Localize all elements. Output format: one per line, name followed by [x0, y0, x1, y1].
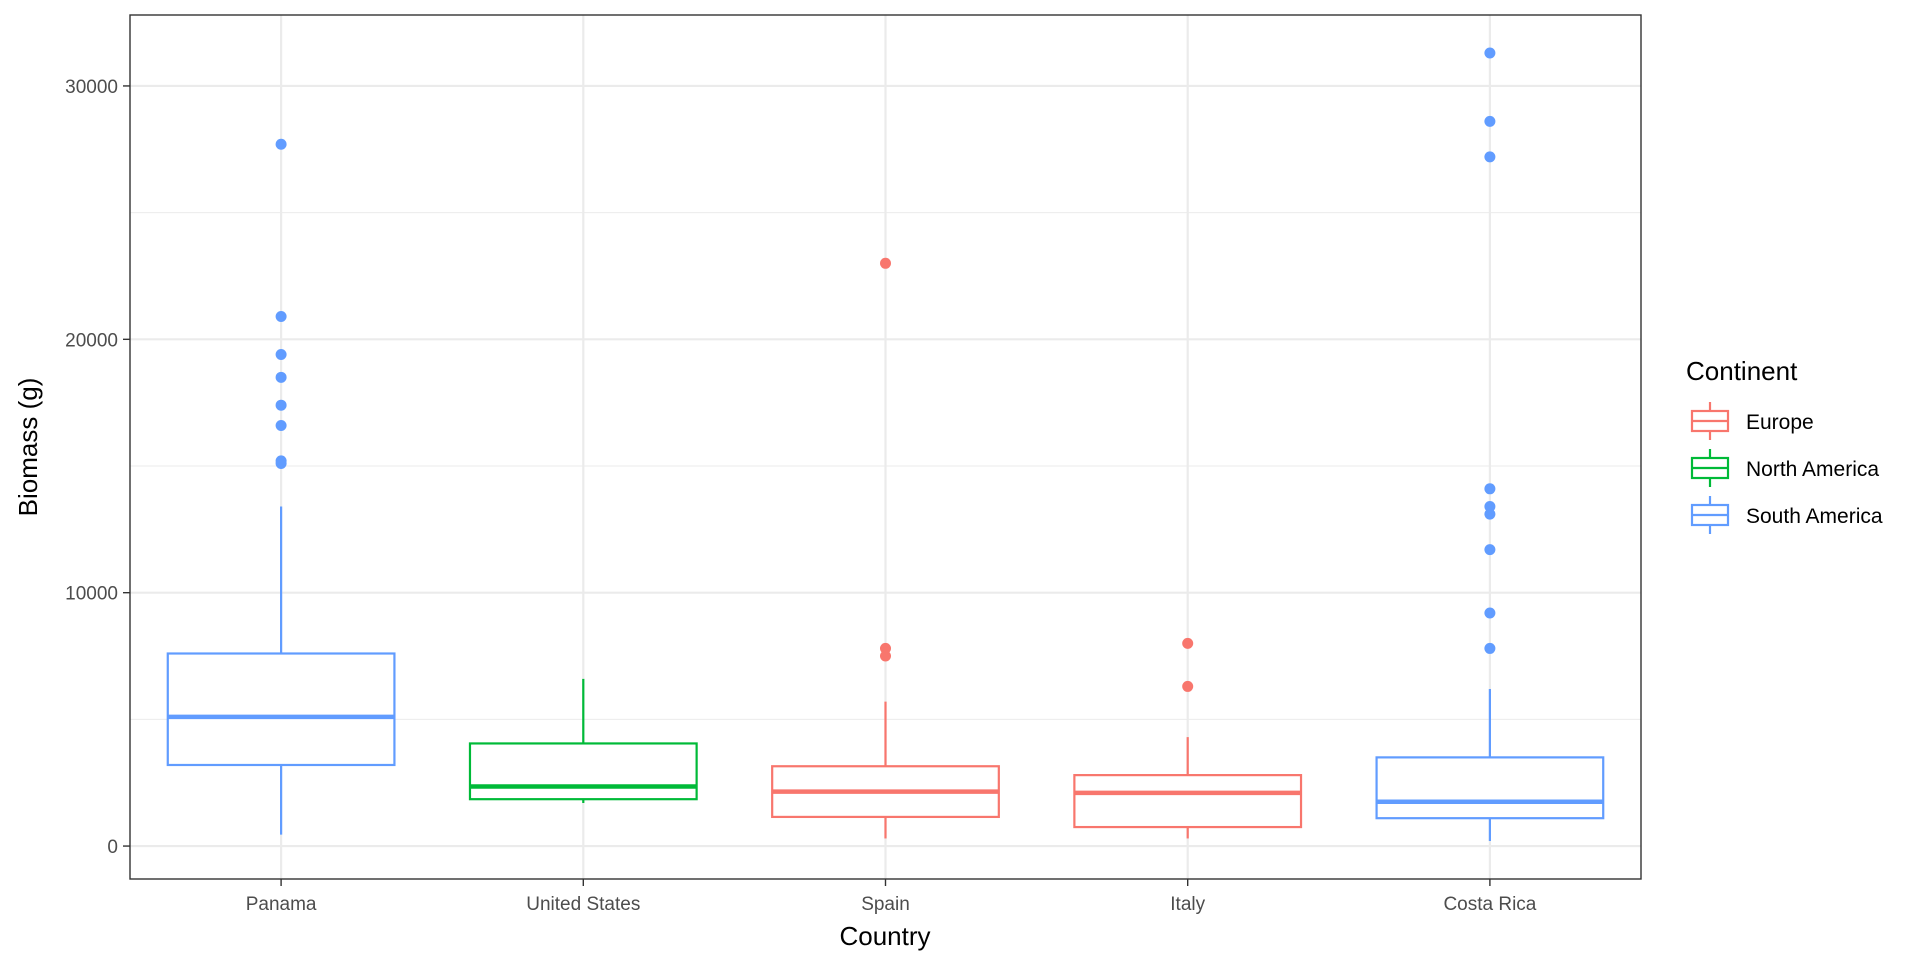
outlier-point [275, 419, 287, 431]
iqr-box [1073, 774, 1303, 829]
outlier-point [275, 399, 287, 411]
outlier-point [880, 650, 891, 662]
outlier-point [1484, 501, 1496, 513]
legend: Continent Europe North America South Ameri… [1686, 356, 1883, 534]
outlier-point [1484, 642, 1496, 654]
legend-item-europe: Europe [1690, 402, 1814, 440]
outlier-point [275, 455, 287, 467]
outlier-point [1484, 544, 1496, 556]
outlier-point [1484, 508, 1496, 520]
box-costa-rica [1375, 47, 1605, 841]
y-axis: 0 10000 20000 30000 [65, 77, 130, 858]
legend-label: South America [1746, 505, 1883, 528]
iqr-box [1375, 756, 1605, 820]
boxes-layer [166, 47, 1605, 841]
box-spain [771, 257, 1000, 839]
legend-label: Europe [1746, 411, 1814, 434]
legend-item-north-america: North America [1690, 449, 1879, 487]
outlier-point [1182, 637, 1194, 649]
outlier-point [880, 642, 891, 654]
x-axis: Panama United States Spain Italy Costa Rica [246, 879, 1537, 915]
outlier-point [275, 138, 287, 150]
outlier-point [1484, 151, 1496, 163]
x-axis-title: Country [839, 921, 930, 951]
box-panama [166, 138, 396, 835]
y-tick-label: 30000 [65, 77, 118, 98]
x-tick-label: Italy [1170, 894, 1205, 915]
x-tick-label: Costa Rica [1443, 894, 1536, 915]
y-tick-label: 10000 [65, 584, 118, 605]
box-united-states [468, 678, 698, 803]
y-tick-label: 20000 [65, 330, 118, 351]
outlier-point [1182, 680, 1194, 692]
y-tick-label: 0 [107, 837, 118, 858]
legend-item-south-america: South America [1690, 496, 1883, 534]
outlier-point [1484, 47, 1496, 59]
outlier-point [275, 371, 287, 383]
x-tick-label: United States [526, 894, 640, 915]
x-tick-label: Spain [861, 894, 910, 915]
outlier-point [275, 349, 287, 361]
iqr-box [166, 652, 396, 767]
outlier-point [1484, 607, 1496, 619]
x-tick-label: Panama [246, 894, 317, 915]
outlier-point [1484, 483, 1496, 495]
outlier-point [880, 257, 891, 269]
outlier-point [275, 311, 287, 323]
box-italy [1073, 637, 1303, 839]
outlier-point [1484, 115, 1496, 127]
y-axis-title: Biomass (g) [13, 378, 43, 517]
legend-title: Continent [1686, 356, 1798, 386]
legend-label: North America [1746, 458, 1879, 481]
iqr-box [468, 742, 698, 801]
